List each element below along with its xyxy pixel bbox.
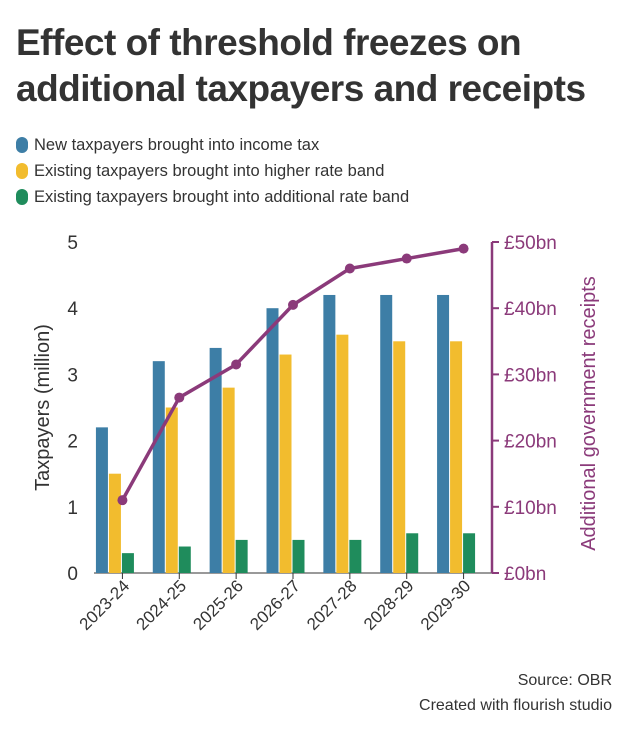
bar-new-taxpayers (323, 294, 336, 573)
bar-additional-rate (178, 546, 191, 573)
legend-item-additional-rate[interactable]: Existing taxpayers brought into addition… (16, 184, 409, 210)
y2-tick-label: £30bn (504, 365, 557, 386)
receipts-point (288, 299, 298, 310)
legend-label-additional: Existing taxpayers brought into addition… (34, 187, 410, 206)
bar-new-taxpayers (380, 294, 393, 573)
receipts-point (174, 392, 185, 403)
x-tick-label: 2024-25 (133, 576, 191, 634)
y-tick-label: 5 (67, 233, 78, 254)
source-note: Source: OBR (517, 672, 612, 689)
bar-additional-rate (235, 539, 248, 573)
receipts-point (401, 253, 412, 264)
legend-item-new-taxpayers[interactable]: New taxpayers brought into income tax (16, 132, 409, 158)
x-tick-label: 2026-27 (246, 576, 304, 634)
credit-link[interactable]: Created with flourish studio (419, 697, 612, 714)
y2-tick-label: £10bn (504, 498, 557, 519)
y-tick-label: 1 (67, 498, 78, 519)
legend-label-new: New taxpayers brought into income tax (34, 135, 320, 154)
bar-new-taxpayers (209, 347, 222, 573)
legend-swatch-higher (16, 163, 28, 179)
chart-title: Effect of threshold freezes on additiona… (16, 22, 586, 109)
receipts-point (231, 359, 242, 370)
x-tick-label: 2029-30 (417, 576, 475, 634)
bar-new-taxpayers (266, 308, 279, 573)
y-tick-label: 4 (67, 299, 78, 320)
legend-item-higher-rate[interactable]: Existing taxpayers brought into higher r… (16, 158, 409, 184)
bar-higher-rate (393, 341, 406, 573)
legend-swatch-additional (16, 189, 28, 205)
y2-tick-label: £0bn (504, 564, 546, 585)
chart-area: 0 1 2 3 4 5 Taxpayers (million) £0bn £10bn £20bn £… (32, 233, 600, 634)
legend: New taxpayers brought into income tax Ex… (16, 132, 409, 210)
y-axis-label: Taxpayers (million) (32, 324, 54, 491)
y-tick-label: 0 (67, 564, 78, 585)
y2-axis-label: Additional government receipts (578, 276, 600, 551)
receipts-point (117, 495, 128, 506)
bar-new-taxpayers (152, 361, 165, 573)
bar-higher-rate (336, 334, 349, 573)
x-tick-label: 2027-28 (303, 576, 361, 634)
y2-tick-label: £40bn (504, 299, 557, 320)
bar-additional-rate (463, 533, 476, 573)
x-tick-label: 2025-26 (189, 576, 247, 634)
bar-additional-rate (406, 533, 419, 573)
x-tick-label: 2028-29 (360, 576, 418, 634)
y-tick-label: 2 (67, 432, 78, 453)
bar-new-taxpayers (95, 427, 108, 573)
receipts-point (458, 243, 469, 254)
bar-higher-rate (279, 354, 292, 573)
y2-tick-label: £50bn (504, 233, 557, 254)
bar-additional-rate (349, 539, 362, 573)
bar-higher-rate (222, 387, 235, 573)
bar-additional-rate (121, 553, 134, 573)
y2-tick-label: £20bn (504, 432, 557, 453)
x-tick-label: 2023-24 (76, 576, 134, 634)
bar-higher-rate (450, 341, 463, 573)
bar-higher-rate (165, 407, 178, 573)
bar-new-taxpayers (437, 294, 450, 573)
legend-label-higher: Existing taxpayers brought into higher r… (34, 161, 385, 180)
bar-additional-rate (292, 539, 305, 573)
receipts-point (344, 263, 355, 274)
legend-swatch-new (16, 137, 28, 153)
bar-higher-rate (108, 473, 121, 573)
y-tick-label: 3 (67, 365, 78, 386)
